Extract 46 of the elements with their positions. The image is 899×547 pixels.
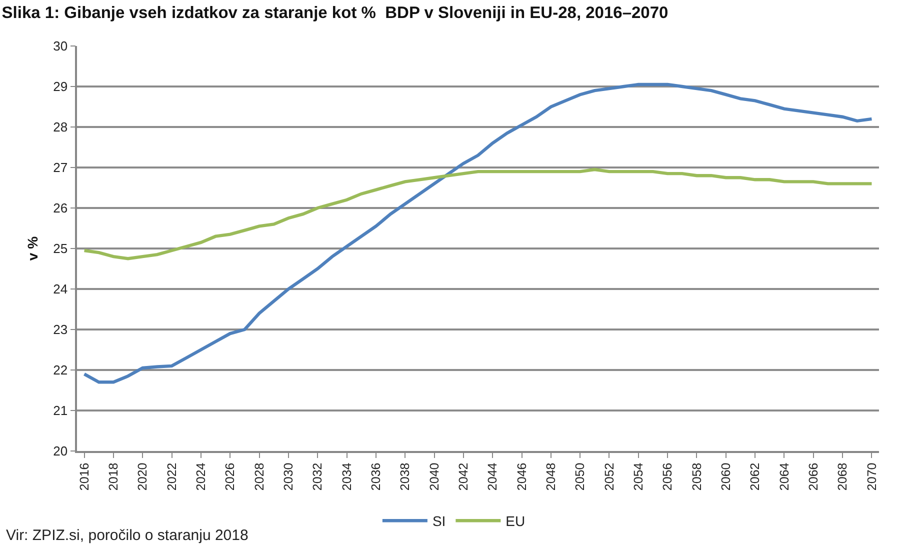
y-axis-title: v %	[24, 236, 40, 261]
x-tick-label: 2032	[310, 462, 325, 491]
x-tick-label: 2040	[427, 462, 442, 491]
x-tick-label: 2026	[223, 462, 238, 491]
x-tick-label: 2042	[456, 462, 470, 491]
y-tick-label: 23	[53, 322, 68, 338]
y-tick-label: 25	[53, 241, 68, 256]
y-tick-label: 27	[53, 160, 68, 176]
x-tick-label: 2016	[77, 462, 92, 491]
x-tick-label: 2030	[282, 462, 296, 491]
y-tick-label: 22	[53, 362, 68, 378]
x-tick-label: 2058	[690, 462, 704, 491]
x-tick-label: 2034	[340, 462, 354, 491]
x-tick-label: 2052	[602, 462, 616, 491]
x-tick-label: 2066	[806, 462, 820, 491]
x-tick-label: 2060	[718, 462, 733, 491]
x-tick-label: 2050	[573, 462, 588, 491]
x-tick-label: 2044	[486, 462, 500, 491]
x-tick-label: 2068	[836, 462, 850, 491]
x-tick-label: 2036	[368, 462, 383, 491]
x-tick-label: 2048	[544, 462, 558, 491]
legend-label: SI	[432, 513, 446, 530]
x-tick-label: 2054	[631, 462, 646, 491]
y-tick-label: 24	[53, 282, 68, 297]
x-tick-label: 2024	[194, 462, 208, 491]
x-tick-label: 2038	[398, 462, 412, 491]
x-tick-label: 2062	[748, 462, 762, 491]
y-tick-label: 29	[53, 79, 68, 94]
chart-title: Slika 1: Gibanje vseh izdatkov za staranje kot % BDP v Sloveniji in EU-28, 2016–2070	[2, 4, 668, 22]
y-tick-label: 21	[53, 403, 68, 418]
x-tick-label: 2022	[164, 462, 179, 491]
x-tick-label: 2046	[514, 462, 529, 491]
line-series	[82, 82, 874, 384]
text: Vir: ZPIZ.si, poročilo o staranju 2018	[6, 527, 248, 544]
y-tick-label: 20	[53, 444, 68, 459]
x-tick-label: 2070	[864, 462, 879, 491]
x-tick-label: 2056	[660, 462, 675, 491]
line-series	[82, 168, 874, 260]
x-tick-label: 2018	[106, 462, 121, 491]
y-tick-label: 26	[53, 200, 68, 216]
y-tick-label: 30	[53, 38, 68, 54]
y-tick-label: 28	[53, 120, 68, 135]
legend-label: EU	[506, 513, 526, 530]
x-tick-label: 2064	[777, 462, 792, 491]
x-tick-label: 2020	[136, 462, 150, 491]
x-tick-label: 2028	[252, 462, 266, 491]
